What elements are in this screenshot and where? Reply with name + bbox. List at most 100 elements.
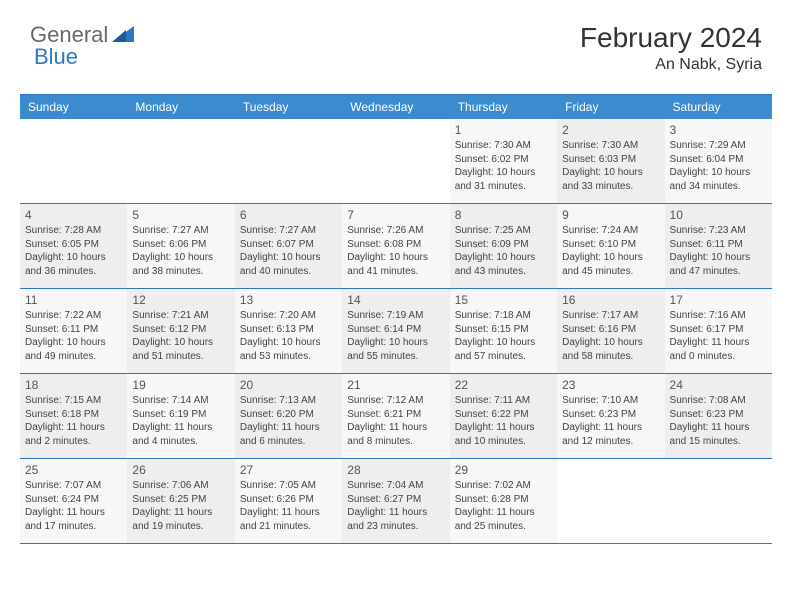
day-detail-line: Daylight: 10 hours and 47 minutes. xyxy=(670,251,767,278)
calendar-day-cell: 21Sunrise: 7:12 AMSunset: 6:21 PMDayligh… xyxy=(342,374,449,458)
day-detail-line: Daylight: 11 hours and 23 minutes. xyxy=(347,506,444,533)
day-number: 22 xyxy=(455,377,552,393)
day-detail-line: Sunrise: 7:20 AM xyxy=(240,309,337,323)
day-number: 29 xyxy=(455,462,552,478)
day-detail-line: Sunrise: 7:28 AM xyxy=(25,224,122,238)
day-detail-line: Daylight: 11 hours and 21 minutes. xyxy=(240,506,337,533)
day-detail-line: Daylight: 10 hours and 57 minutes. xyxy=(455,336,552,363)
day-detail-line: Daylight: 11 hours and 15 minutes. xyxy=(670,421,767,448)
day-number: 11 xyxy=(25,292,122,308)
day-detail-line: Daylight: 11 hours and 12 minutes. xyxy=(562,421,659,448)
calendar-week-row: 25Sunrise: 7:07 AMSunset: 6:24 PM Dayligh… xyxy=(20,459,772,544)
day-detail-line: Sunrise: 7:23 AM xyxy=(670,224,767,238)
day-detail-line: Sunrise: 7:24 AM xyxy=(562,224,659,238)
calendar-header-cell: Thursday xyxy=(450,95,557,119)
day-detail-line: Sunrise: 7:12 AM xyxy=(347,394,444,408)
day-detail-line: Sunrise: 7:05 AM xyxy=(240,479,337,493)
day-detail-line: Daylight: 11 hours and 25 minutes. xyxy=(455,506,552,533)
page-header: General February 2024 An Nabk, Syria xyxy=(0,0,792,82)
calendar-empty-cell xyxy=(665,459,772,543)
calendar-week-row: 11Sunrise: 7:22 AMSunset: 6:11 PMDayligh… xyxy=(20,289,772,374)
calendar-header-cell: Saturday xyxy=(665,95,772,119)
day-number: 3 xyxy=(670,122,767,138)
calendar-day-cell: 29Sunrise: 7:02 AMSunset: 6:28 PMDayligh… xyxy=(450,459,557,543)
calendar-week-row: 4Sunrise: 7:28 AMSunset: 6:05 PMDaylight… xyxy=(20,204,772,289)
day-detail-line: Sunset: 6:16 PM xyxy=(562,323,659,337)
day-detail-line: Daylight: 10 hours and 43 minutes. xyxy=(455,251,552,278)
day-detail-line: Sunset: 6:20 PM xyxy=(240,408,337,422)
calendar-empty-cell xyxy=(342,119,449,203)
title-block: February 2024 An Nabk, Syria xyxy=(580,22,762,74)
day-number: 19 xyxy=(132,377,229,393)
day-detail-line: Sunrise: 7:30 AM xyxy=(562,139,659,153)
day-detail-line: Daylight: 10 hours and 55 minutes. xyxy=(347,336,444,363)
calendar-day-cell: 23Sunrise: 7:10 AMSunset: 6:23 PMDayligh… xyxy=(557,374,664,458)
calendar-empty-cell xyxy=(235,119,342,203)
calendar-day-cell: 20Sunrise: 7:13 AMSunset: 6:20 PMDayligh… xyxy=(235,374,342,458)
day-detail-line: Sunrise: 7:02 AM xyxy=(455,479,552,493)
day-detail-line: Sunset: 6:17 PM xyxy=(670,323,767,337)
calendar-empty-cell xyxy=(557,459,664,543)
day-detail-line: Sunrise: 7:15 AM xyxy=(25,394,122,408)
day-detail-line: Sunrise: 7:08 AM xyxy=(670,394,767,408)
calendar-week-row: 18Sunrise: 7:15 AMSunset: 6:18 PMDayligh… xyxy=(20,374,772,459)
day-detail-line: Sunrise: 7:25 AM xyxy=(455,224,552,238)
day-number: 20 xyxy=(240,377,337,393)
calendar-grid: SundayMondayTuesdayWednesdayThursdayFrid… xyxy=(20,94,772,544)
day-detail-line: Daylight: 10 hours and 51 minutes. xyxy=(132,336,229,363)
day-detail-line: Sunrise: 7:04 AM xyxy=(347,479,444,493)
day-detail-line: Sunset: 6:24 PM xyxy=(25,493,122,507)
day-detail-line: Sunset: 6:11 PM xyxy=(25,323,122,337)
day-number: 12 xyxy=(132,292,229,308)
calendar-day-cell: 2Sunrise: 7:30 AMSunset: 6:03 PMDaylight… xyxy=(557,119,664,203)
day-number: 17 xyxy=(670,292,767,308)
day-detail-line: Daylight: 11 hours and 10 minutes. xyxy=(455,421,552,448)
calendar-day-cell: 8Sunrise: 7:25 AMSunset: 6:09 PMDaylight… xyxy=(450,204,557,288)
day-detail-line: Sunset: 6:14 PM xyxy=(347,323,444,337)
day-detail-line: Sunset: 6:25 PM xyxy=(132,493,229,507)
day-detail-line: Sunset: 6:21 PM xyxy=(347,408,444,422)
day-detail-line: Daylight: 11 hours and 4 minutes. xyxy=(132,421,229,448)
month-title: February 2024 xyxy=(580,22,762,54)
calendar-day-cell: 26Sunrise: 7:06 AMSunset: 6:25 PMDayligh… xyxy=(127,459,234,543)
logo-text-blue: Blue xyxy=(34,44,78,70)
day-detail-line: Sunrise: 7:06 AM xyxy=(132,479,229,493)
calendar-day-cell: 3Sunrise: 7:29 AMSunset: 6:04 PMDaylight… xyxy=(665,119,772,203)
logo-triangle-icon xyxy=(112,24,134,47)
day-detail-line: Daylight: 10 hours and 53 minutes. xyxy=(240,336,337,363)
day-detail-line: Sunrise: 7:10 AM xyxy=(562,394,659,408)
day-number: 10 xyxy=(670,207,767,223)
day-detail-line: Sunset: 6:28 PM xyxy=(455,493,552,507)
day-detail-line: Daylight: 11 hours and 19 minutes. xyxy=(132,506,229,533)
calendar-header-cell: Sunday xyxy=(20,95,127,119)
day-number: 7 xyxy=(347,207,444,223)
day-detail-line: Sunset: 6:07 PM xyxy=(240,238,337,252)
day-detail-line: Sunrise: 7:21 AM xyxy=(132,309,229,323)
day-detail-line: Daylight: 10 hours and 49 minutes. xyxy=(25,336,122,363)
calendar-day-cell: 19Sunrise: 7:14 AMSunset: 6:19 PMDayligh… xyxy=(127,374,234,458)
calendar-day-cell: 17Sunrise: 7:16 AMSunset: 6:17 PMDayligh… xyxy=(665,289,772,373)
day-detail-line: Sunset: 6:23 PM xyxy=(562,408,659,422)
day-detail-line: Sunset: 6:04 PM xyxy=(670,153,767,167)
day-number: 27 xyxy=(240,462,337,478)
day-number: 14 xyxy=(347,292,444,308)
day-detail-line: Sunset: 6:23 PM xyxy=(670,408,767,422)
calendar-header-cell: Tuesday xyxy=(235,95,342,119)
day-number: 25 xyxy=(25,462,122,478)
day-detail-line: Sunrise: 7:17 AM xyxy=(562,309,659,323)
day-number: 16 xyxy=(562,292,659,308)
day-number: 8 xyxy=(455,207,552,223)
day-detail-line: Sunset: 6:02 PM xyxy=(455,153,552,167)
day-detail-line: Sunrise: 7:16 AM xyxy=(670,309,767,323)
day-detail-line: Sunrise: 7:30 AM xyxy=(455,139,552,153)
calendar-day-cell: 13Sunrise: 7:20 AMSunset: 6:13 PMDayligh… xyxy=(235,289,342,373)
day-detail-line: Sunset: 6:18 PM xyxy=(25,408,122,422)
day-detail-line: Sunrise: 7:22 AM xyxy=(25,309,122,323)
day-number: 9 xyxy=(562,207,659,223)
calendar-day-cell: 22Sunrise: 7:11 AMSunset: 6:22 PMDayligh… xyxy=(450,374,557,458)
calendar-day-cell: 4Sunrise: 7:28 AMSunset: 6:05 PMDaylight… xyxy=(20,204,127,288)
day-detail-line: Sunrise: 7:07 AM xyxy=(25,479,122,493)
calendar-day-cell: 14Sunrise: 7:19 AMSunset: 6:14 PMDayligh… xyxy=(342,289,449,373)
day-number: 13 xyxy=(240,292,337,308)
calendar-day-cell: 5Sunrise: 7:27 AMSunset: 6:06 PMDaylight… xyxy=(127,204,234,288)
